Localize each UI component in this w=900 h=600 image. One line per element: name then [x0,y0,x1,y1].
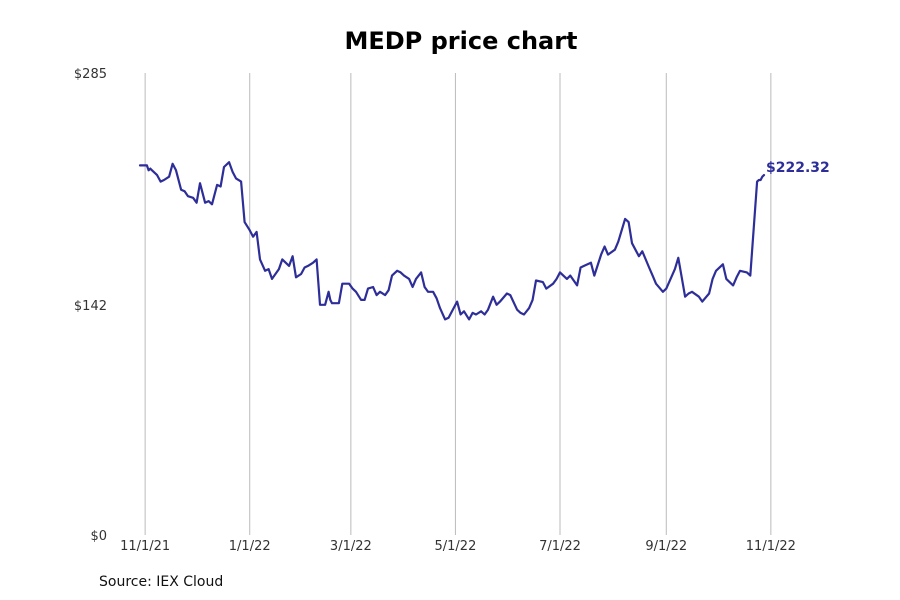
x-tick-label: 1/1/22 [229,539,271,554]
y-tick-label: $0 [90,529,107,544]
y-tick-label: $142 [74,299,107,314]
x-tick-label: 11/1/21 [120,539,170,554]
annotation-layer: $222.32 [766,160,830,176]
x-tick-label: 5/1/22 [435,539,477,554]
x-tick-label: 9/1/22 [645,539,687,554]
last-value-label: $222.32 [766,160,830,176]
x-axis-ticks: 11/1/21 1/1/22 3/1/22 5/1/22 7/1/22 9/1/22 11/… [120,539,796,554]
gridlines [144,73,772,535]
x-tick-label: 11/1/22 [746,539,796,554]
series-layer [138,161,766,321]
price-line [138,161,766,321]
chart-title: MEDP price chart [344,27,578,55]
x-tick-label: 3/1/22 [330,539,372,554]
y-axis-ticks: $0 $142 $285 [74,67,107,544]
y-tick-label: $285 [74,67,107,82]
x-tick-label: 7/1/22 [539,539,581,554]
source-note: Source: IEX Cloud [99,574,224,590]
